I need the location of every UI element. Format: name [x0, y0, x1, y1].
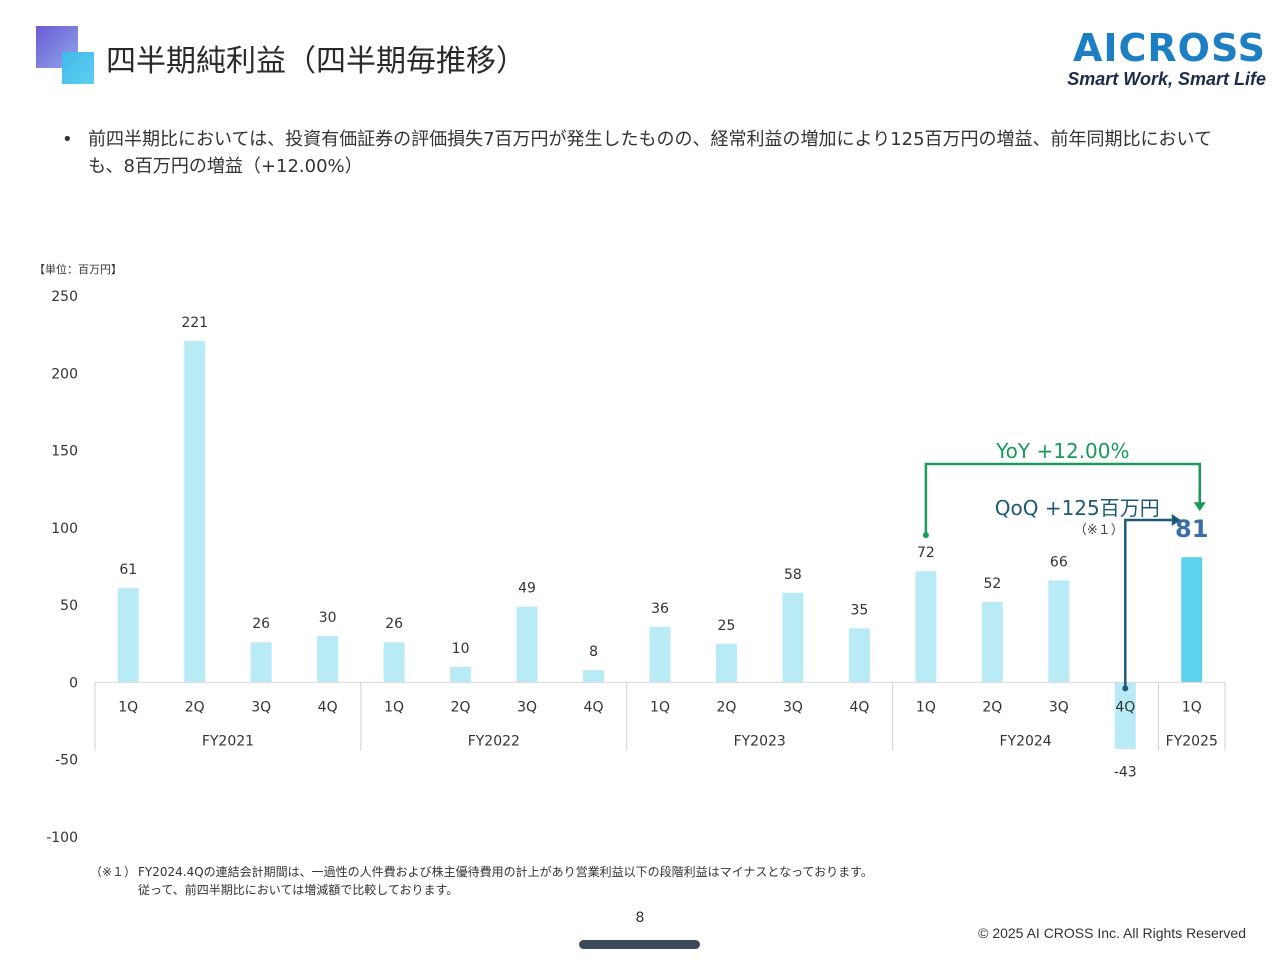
yoy-annotation: YoY +12.00%	[995, 439, 1129, 463]
logo-square-blue	[62, 52, 94, 84]
x-tick-label: 4Q	[849, 699, 869, 715]
x-tick-label: 4Q	[584, 699, 604, 715]
qoq-annotation: QoQ +125百万円	[995, 496, 1160, 520]
x-tick-label: 1Q	[118, 699, 138, 715]
yoy-arrow-line	[924, 462, 1202, 536]
group-label: FY2025	[1166, 733, 1218, 749]
data-label: 30	[319, 610, 337, 626]
bar	[981, 602, 1003, 683]
bar	[184, 340, 206, 683]
yoy-arrow-head	[1193, 502, 1206, 512]
data-label: -43	[1114, 764, 1137, 780]
data-label: 221	[181, 315, 208, 331]
data-label: 58	[784, 567, 802, 583]
footnote-line-2: 従って、前四半期比においては増減額で比較しております。	[138, 883, 459, 897]
section-logo-mark	[36, 26, 96, 86]
group-label: FY2023	[734, 733, 786, 749]
bar	[117, 588, 139, 683]
qoq-arrow-line	[1124, 518, 1172, 689]
x-tick-label: 4Q	[318, 699, 338, 715]
x-tick-label: 2Q	[451, 699, 471, 715]
group-label: FY2022	[468, 733, 520, 749]
group-label: FY2021	[202, 733, 254, 749]
y-tick-label: 150	[51, 444, 78, 460]
x-tick-label: 1Q	[650, 699, 670, 715]
data-label: 49	[518, 581, 536, 597]
page-number: 8	[635, 910, 645, 926]
qoq-arrow-start-dot	[1122, 685, 1129, 692]
bar	[583, 670, 605, 683]
brand-name: AICROSS	[1072, 26, 1266, 70]
y-tick-label: 0	[69, 675, 78, 691]
y-tick-label: -50	[55, 753, 78, 769]
bullet-dot: •	[62, 129, 73, 150]
x-tick-label: 2Q	[982, 699, 1002, 715]
data-label: 72	[917, 545, 935, 561]
footnote-line-1: FY2024.4Qの連結会計期間は、一過性の人件費および株主優待費用の計上があり…	[138, 865, 873, 879]
bar	[715, 643, 737, 683]
bar	[782, 592, 804, 683]
brand-logo: AICROSS Smart Work, Smart Life	[1046, 28, 1266, 90]
bar	[915, 571, 937, 683]
qoq-note: （※１）	[1074, 523, 1124, 538]
bar	[1114, 682, 1136, 749]
page-title: 四半期純利益（四半期毎推移）	[106, 44, 526, 79]
scroll-handle[interactable]	[579, 940, 700, 949]
bar	[317, 636, 339, 683]
footnote-ref: （※１）	[90, 865, 137, 879]
bar	[250, 642, 272, 683]
group-label: FY2024	[999, 733, 1051, 749]
bar	[649, 626, 671, 683]
brand-tagline: Smart Work, Smart Life	[1067, 69, 1266, 89]
y-tick-label: 250	[51, 289, 78, 305]
bar	[1048, 580, 1070, 683]
x-tick-label: 2Q	[185, 699, 205, 715]
copyright: © 2025 AI CROSS Inc. All Rights Reserved	[978, 925, 1246, 941]
data-label: 10	[452, 641, 470, 657]
x-tick-label: 1Q	[1182, 699, 1202, 715]
summary-bullet: • 前四半期比においては、投資有価証券の評価損失7百万円が発生したものの、経常利…	[62, 126, 1242, 180]
qoq-arrow-head	[1171, 514, 1181, 526]
data-label: 35	[850, 602, 868, 618]
data-label: 61	[119, 562, 137, 578]
unit-label: 【単位：百万円】	[34, 263, 122, 276]
data-label: 25	[718, 618, 736, 634]
bar	[516, 606, 538, 683]
summary-text: 前四半期比においては、投資有価証券の評価損失7百万円が発生したものの、経常利益の…	[88, 129, 1213, 177]
x-tick-label: 3Q	[783, 699, 803, 715]
yoy-arrow-start-dot	[922, 532, 929, 539]
x-tick-label: 3Q	[517, 699, 537, 715]
data-label-highlight: 81	[1175, 515, 1208, 543]
data-label: 36	[651, 601, 669, 617]
y-tick-label: 50	[60, 598, 78, 614]
x-tick-label: 2Q	[717, 699, 737, 715]
x-tick-label: 1Q	[384, 699, 404, 715]
data-label: 52	[983, 576, 1001, 592]
bar	[848, 628, 870, 683]
y-tick-label: 100	[51, 521, 78, 537]
bar	[1181, 557, 1203, 683]
data-label: 26	[385, 616, 403, 632]
data-label: 8	[589, 644, 598, 660]
y-tick-label: -100	[46, 830, 78, 846]
data-label: 26	[252, 616, 270, 632]
y-tick-label: 200	[51, 366, 78, 382]
x-tick-label: 4Q	[1115, 699, 1135, 715]
footnote: （※１） FY2024.4Qの連結会計期間は、一過性の人件費および株主優待費用の計…	[90, 863, 873, 899]
x-tick-label: 3Q	[1049, 699, 1069, 715]
bar	[450, 666, 472, 683]
x-tick-label: 3Q	[251, 699, 271, 715]
x-tick-label: 1Q	[916, 699, 936, 715]
data-label: 66	[1050, 554, 1068, 570]
bar	[383, 642, 405, 683]
